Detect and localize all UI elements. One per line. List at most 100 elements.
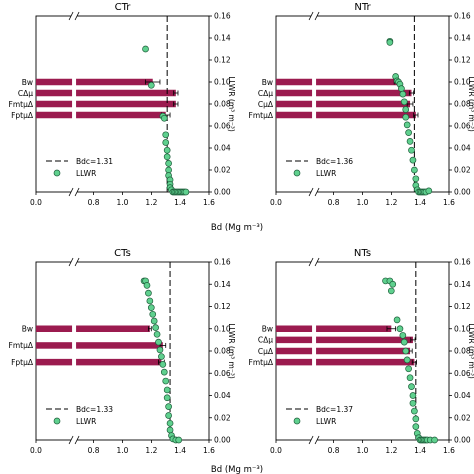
llwr-point [400,98,408,106]
bar [36,100,176,108]
x-tick-label: 0.0 [270,198,282,207]
llwr-point [163,394,171,402]
bar-label: FmtμΔ [249,358,274,367]
legend-bdc-label: Bdc=1.36 [316,157,353,166]
bar-break-gap [72,100,77,108]
y-tick-label: 0.04 [214,391,231,400]
llwr-point [165,166,172,174]
llwr-point [403,356,411,364]
legend-bdc-label: Bdc=1.31 [76,157,113,166]
axis-break-mark [308,187,314,197]
llwr-point [409,399,417,407]
xlabel-top-shared: Bd (Mg m⁻³) [211,223,263,233]
llwr-point [405,365,412,373]
bar [276,347,411,355]
y-tick-label: 0.00 [214,188,231,197]
bar-break-gap [312,358,317,366]
llwr-point [398,85,405,92]
axis-break-mark [308,11,314,21]
axis-break-mark [308,257,314,267]
llwr-point [406,374,414,382]
y-tick-label: 0.02 [214,166,231,175]
llwr-point [431,436,438,444]
axis-break-gap [311,436,318,444]
llwr-point [156,346,164,354]
llwr-point [387,287,395,295]
y-axis-label: LLWR (m³ m⁻³) [227,323,236,379]
llwr-point [147,304,155,311]
llwr-point [411,407,418,415]
bar-break-gap [312,89,317,97]
x-tick-label: 1.6 [443,446,455,455]
x-tick-label: 0.8 [328,446,340,455]
panel-ctr: CTr 0.0 0.8 1.0 1.2 1.4 1.60.00 0.02 0.04 0.06 0.0… [9,2,236,207]
bar-break-gap [312,100,317,108]
llwr-point [162,377,170,385]
bar-break-gap [312,78,317,86]
bar-label: FmtμΔ [9,341,34,350]
llwr-point [142,45,149,53]
llwr-point [163,153,171,161]
legend-llwr-swatch [293,417,301,425]
axis-break-mark [308,435,314,445]
legend-bdc-label: Bdc=1.37 [316,405,353,414]
llwr-point [166,426,174,434]
bar [276,111,416,119]
y-tick-label: 0.10 [454,324,471,333]
x-tick-label: 1.2 [385,446,397,455]
axis-break-mark [74,11,80,21]
axis-break-mark [74,187,80,197]
x-tick-label: 1.0 [357,446,369,455]
y-tick-label: 0.08 [454,100,471,109]
bar-label: CΔμ [258,89,273,98]
x-tick-label: 1.0 [357,198,369,207]
llwr-point [155,338,162,346]
y-tick-label: 0.00 [454,188,471,197]
x-tick-label: 0.0 [270,446,282,455]
llwr-point [163,146,171,154]
bar-label: FptμΔ [11,111,34,120]
axis-break-mark [314,187,320,197]
bar-break-gap [312,347,317,355]
llwr-point [146,297,154,305]
llwr-point [402,347,410,355]
bar [276,336,413,344]
y-tick-label: 0.08 [214,100,231,109]
y-tick-label: 0.02 [454,166,471,175]
llwr-point [175,436,183,444]
y-tick-label: 0.16 [214,258,231,267]
legend-llwr-label: LLWR [76,169,96,178]
llwr-point [400,338,408,346]
y-tick-label: 0.16 [454,258,471,267]
panel-title: CTr [115,2,132,13]
y-tick-label: 0.00 [454,436,471,445]
panel-title: CTs [114,248,131,259]
bar-label: Bw [22,325,33,334]
y-tick-label: 0.04 [214,144,231,153]
llwr-point [149,310,157,318]
llwr-point [165,412,172,419]
llwr-point [165,160,172,167]
y-tick-label: 0.04 [454,391,471,400]
legend-llwr-label: LLWR [316,417,336,426]
x-tick-label: 0.0 [30,198,42,207]
y-axis-label: LLWR (m³ m⁻³) [227,76,236,132]
axis-break-mark [314,257,320,267]
x-tick-label: 0.8 [328,198,340,207]
bar [276,89,412,97]
legend-llwr-swatch [53,169,61,177]
llwr-point [160,114,168,122]
axis-break-mark [68,435,74,445]
bar-break-gap [72,358,77,366]
axis-break-gap [71,188,78,196]
x-tick-label: 1.2 [145,446,157,455]
y-tick-label: 0.14 [454,280,471,289]
llwr-point [393,316,401,324]
axis-break-mark [68,11,74,21]
bar [276,78,398,86]
axis-break-gap [71,436,78,444]
y-tick-label: 0.14 [214,34,231,43]
axis-break-gap [311,258,318,266]
axis-break-gap [71,258,78,266]
y-tick-label: 0.12 [214,56,231,65]
